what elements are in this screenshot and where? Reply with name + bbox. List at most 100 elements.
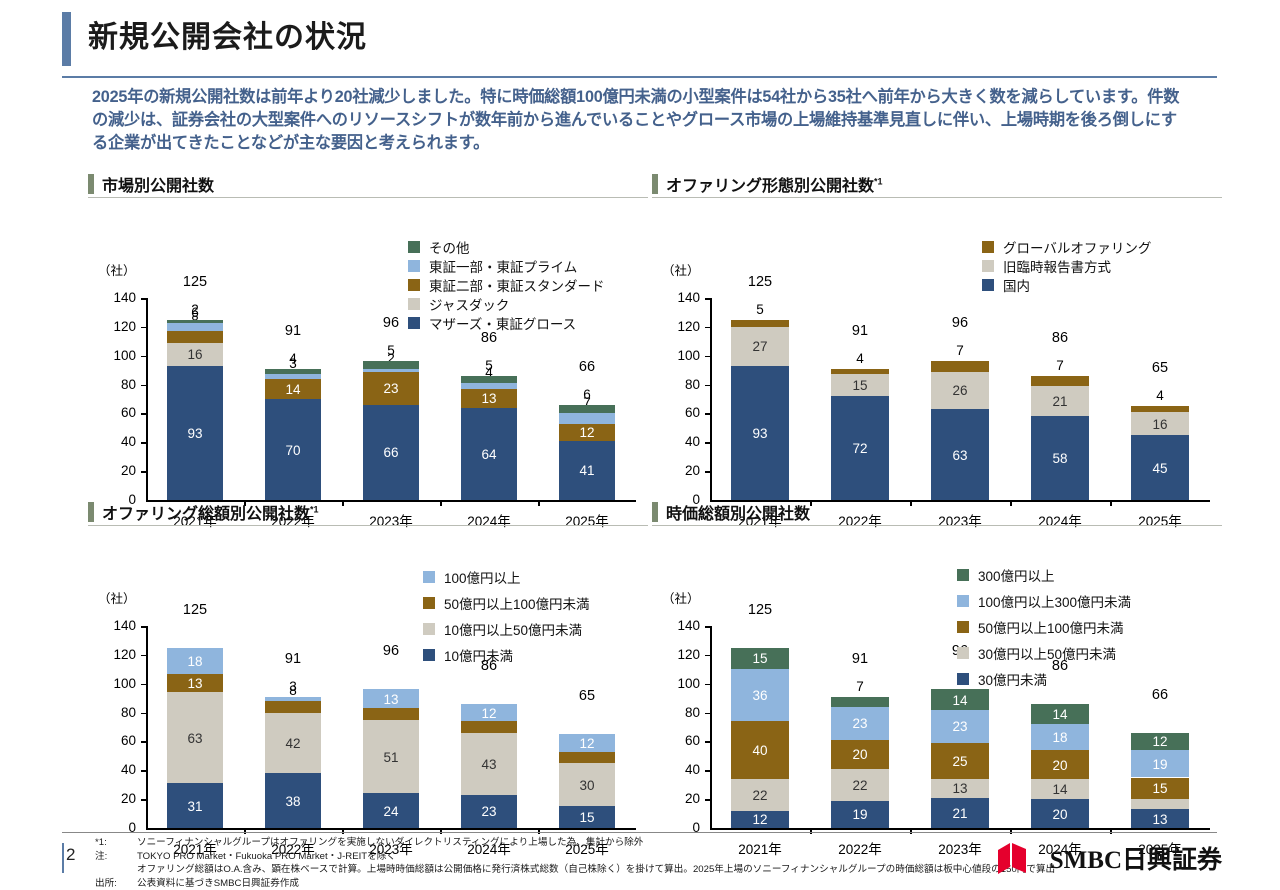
bar-segment: 16: [167, 343, 224, 366]
legend-swatch-icon: [982, 241, 994, 253]
legend-item[interactable]: 50億円以上100億円未満: [423, 594, 590, 611]
y-axis-tick-label: 60: [106, 405, 136, 420]
bar-segment-value: 5: [731, 302, 789, 317]
bar-segment: 4: [265, 369, 322, 375]
bar-segment: 12: [461, 704, 518, 721]
bar-segment-value: 2: [167, 302, 224, 317]
legend-item[interactable]: 国内: [982, 276, 1151, 293]
bar-total-label: 125: [147, 274, 244, 290]
bar-segment-value: 4: [1131, 388, 1189, 403]
bar-total-label: 65: [1111, 360, 1209, 376]
legend-item[interactable]: 旧臨時報告書方式: [982, 257, 1151, 274]
bar-total-label: 91: [245, 323, 342, 339]
bar-segment-value: 18: [167, 654, 224, 669]
chart-title-underline: [88, 197, 648, 198]
footnote-row: 出所:公表資料に基づきSMBC日興証券作成: [95, 877, 1055, 890]
bar-segment: 42: [265, 713, 322, 774]
bar-segment: 40: [731, 721, 789, 779]
bar-segment: 13: [363, 689, 420, 708]
bar-total-label: 96: [911, 315, 1009, 331]
bar-segment-value: 4: [831, 351, 889, 366]
legend-label: 30億円以上50億円未満: [978, 643, 1116, 663]
legend-label: 100億円以上300億円未満: [978, 591, 1131, 611]
legend-item[interactable]: 東証二部・東証スタンダード: [408, 276, 605, 293]
bar-segment-value: 40: [731, 743, 789, 758]
bar-segment-value: 7: [931, 343, 989, 358]
bar-segment-value: 13: [363, 692, 420, 707]
bar-total-label: 65: [539, 688, 636, 704]
chart-title-text: オファリング形態別公開社数: [666, 178, 874, 195]
legend-item[interactable]: 10億円以上50億円未満: [423, 620, 590, 637]
bar-segment-value: 66: [363, 445, 420, 460]
bar-segment-value: 21: [931, 806, 989, 821]
bar-segment-value: 7: [1031, 358, 1089, 373]
chart-legend: 300億円以上 100億円以上300億円未満 50億円以上100億円未満 30億円以上…: [957, 566, 1131, 696]
bar-segment: 5: [731, 320, 789, 327]
chart-title-block: 市場別公開社数: [88, 172, 648, 202]
bar-segment: 20: [1031, 750, 1089, 779]
bar-segment-value: 41: [559, 463, 616, 478]
legend-item[interactable]: 30億円未満: [957, 670, 1131, 687]
bar-segment-value: 22: [831, 778, 889, 793]
bar-segment: 2: [167, 320, 224, 323]
bar-segment-value: 13: [931, 781, 989, 796]
footnote-row: *1:ソニーフィナンシャルグループはオファリングを実施しないダイレクトリスティン…: [95, 836, 1055, 850]
bar-segment-value: 13: [167, 676, 224, 691]
legend-item[interactable]: 東証一部・東証プライム: [408, 257, 605, 274]
footnote-key: *1:: [95, 836, 137, 850]
bar-segment-value: 38: [265, 794, 322, 809]
x-axis-tick: [440, 828, 442, 834]
legend-label: 100億円以上: [444, 567, 521, 587]
legend-label: 東証二部・東証スタンダード: [429, 275, 605, 295]
bar-segment: 23: [461, 795, 518, 828]
bar-segment: 7: [1131, 799, 1189, 809]
y-axis-tick-label: 40: [670, 762, 700, 777]
bar-segment: 38: [265, 773, 322, 828]
footnote-text: ソニーフィナンシャルグループはオファリングを実施しないダイレクトリスティングによ…: [137, 836, 643, 850]
legend-item[interactable]: マザーズ・東証グロース: [408, 314, 605, 331]
legend-swatch-icon: [423, 597, 435, 609]
legend-swatch-icon: [408, 317, 420, 329]
legend-item[interactable]: その他: [408, 238, 605, 255]
bar-segment: 21: [931, 798, 989, 828]
legend-item[interactable]: 100億円以上300億円未満: [957, 592, 1131, 609]
bar-segment-value: 23: [931, 719, 989, 734]
bar-segment: 30: [559, 763, 616, 806]
footnote-key: 出所:: [95, 877, 137, 890]
legend-swatch-icon: [982, 260, 994, 272]
y-axis-tick-label: 80: [670, 705, 700, 720]
y-axis-tick: [141, 626, 147, 628]
bar-segment: 26: [931, 372, 989, 410]
bar-segment: 4: [461, 383, 518, 389]
legend-label: その他: [429, 237, 470, 257]
y-axis-tick-label: 40: [106, 434, 136, 449]
chart-title-footnote-marker: *1: [310, 505, 319, 515]
bar-segment-value: 16: [167, 347, 224, 362]
legend-item[interactable]: 10億円未満: [423, 646, 590, 663]
legend-item[interactable]: グローバルオファリング: [982, 238, 1151, 255]
bar-segment-value: 51: [363, 750, 420, 765]
y-axis-tick: [141, 442, 147, 444]
y-axis-tick: [705, 713, 711, 715]
legend-item[interactable]: 30億円以上50億円未満: [957, 644, 1131, 661]
bar-segment-value: 21: [1031, 394, 1089, 409]
bar-segment-value: 15: [731, 651, 789, 666]
legend-item[interactable]: 300億円以上: [957, 566, 1131, 583]
chart-title-text: 時価総額別公開社数: [666, 506, 810, 523]
page-number-bar: [62, 843, 64, 873]
legend-swatch-icon: [957, 569, 969, 581]
bar-segment-value: 42: [265, 736, 322, 751]
footnotes: *1:ソニーフィナンシャルグループはオファリングを実施しないダイレクトリスティン…: [95, 836, 1055, 890]
bar-segment-value: 20: [1031, 807, 1089, 822]
bar-segment-value: 18: [1031, 730, 1089, 745]
legend-item[interactable]: 100億円以上: [423, 568, 590, 585]
legend-item[interactable]: ジャスダック: [408, 295, 605, 312]
legend-item[interactable]: 50億円以上100億円未満: [957, 618, 1131, 635]
bar-segment: 43: [461, 733, 518, 795]
bar-segment-value: 15: [831, 378, 889, 393]
bar-segment-value: 15: [1131, 781, 1189, 796]
bar-segment-value: 63: [931, 448, 989, 463]
y-axis-tick-label: 100: [670, 348, 700, 363]
x-axis-tick: [1110, 828, 1112, 834]
